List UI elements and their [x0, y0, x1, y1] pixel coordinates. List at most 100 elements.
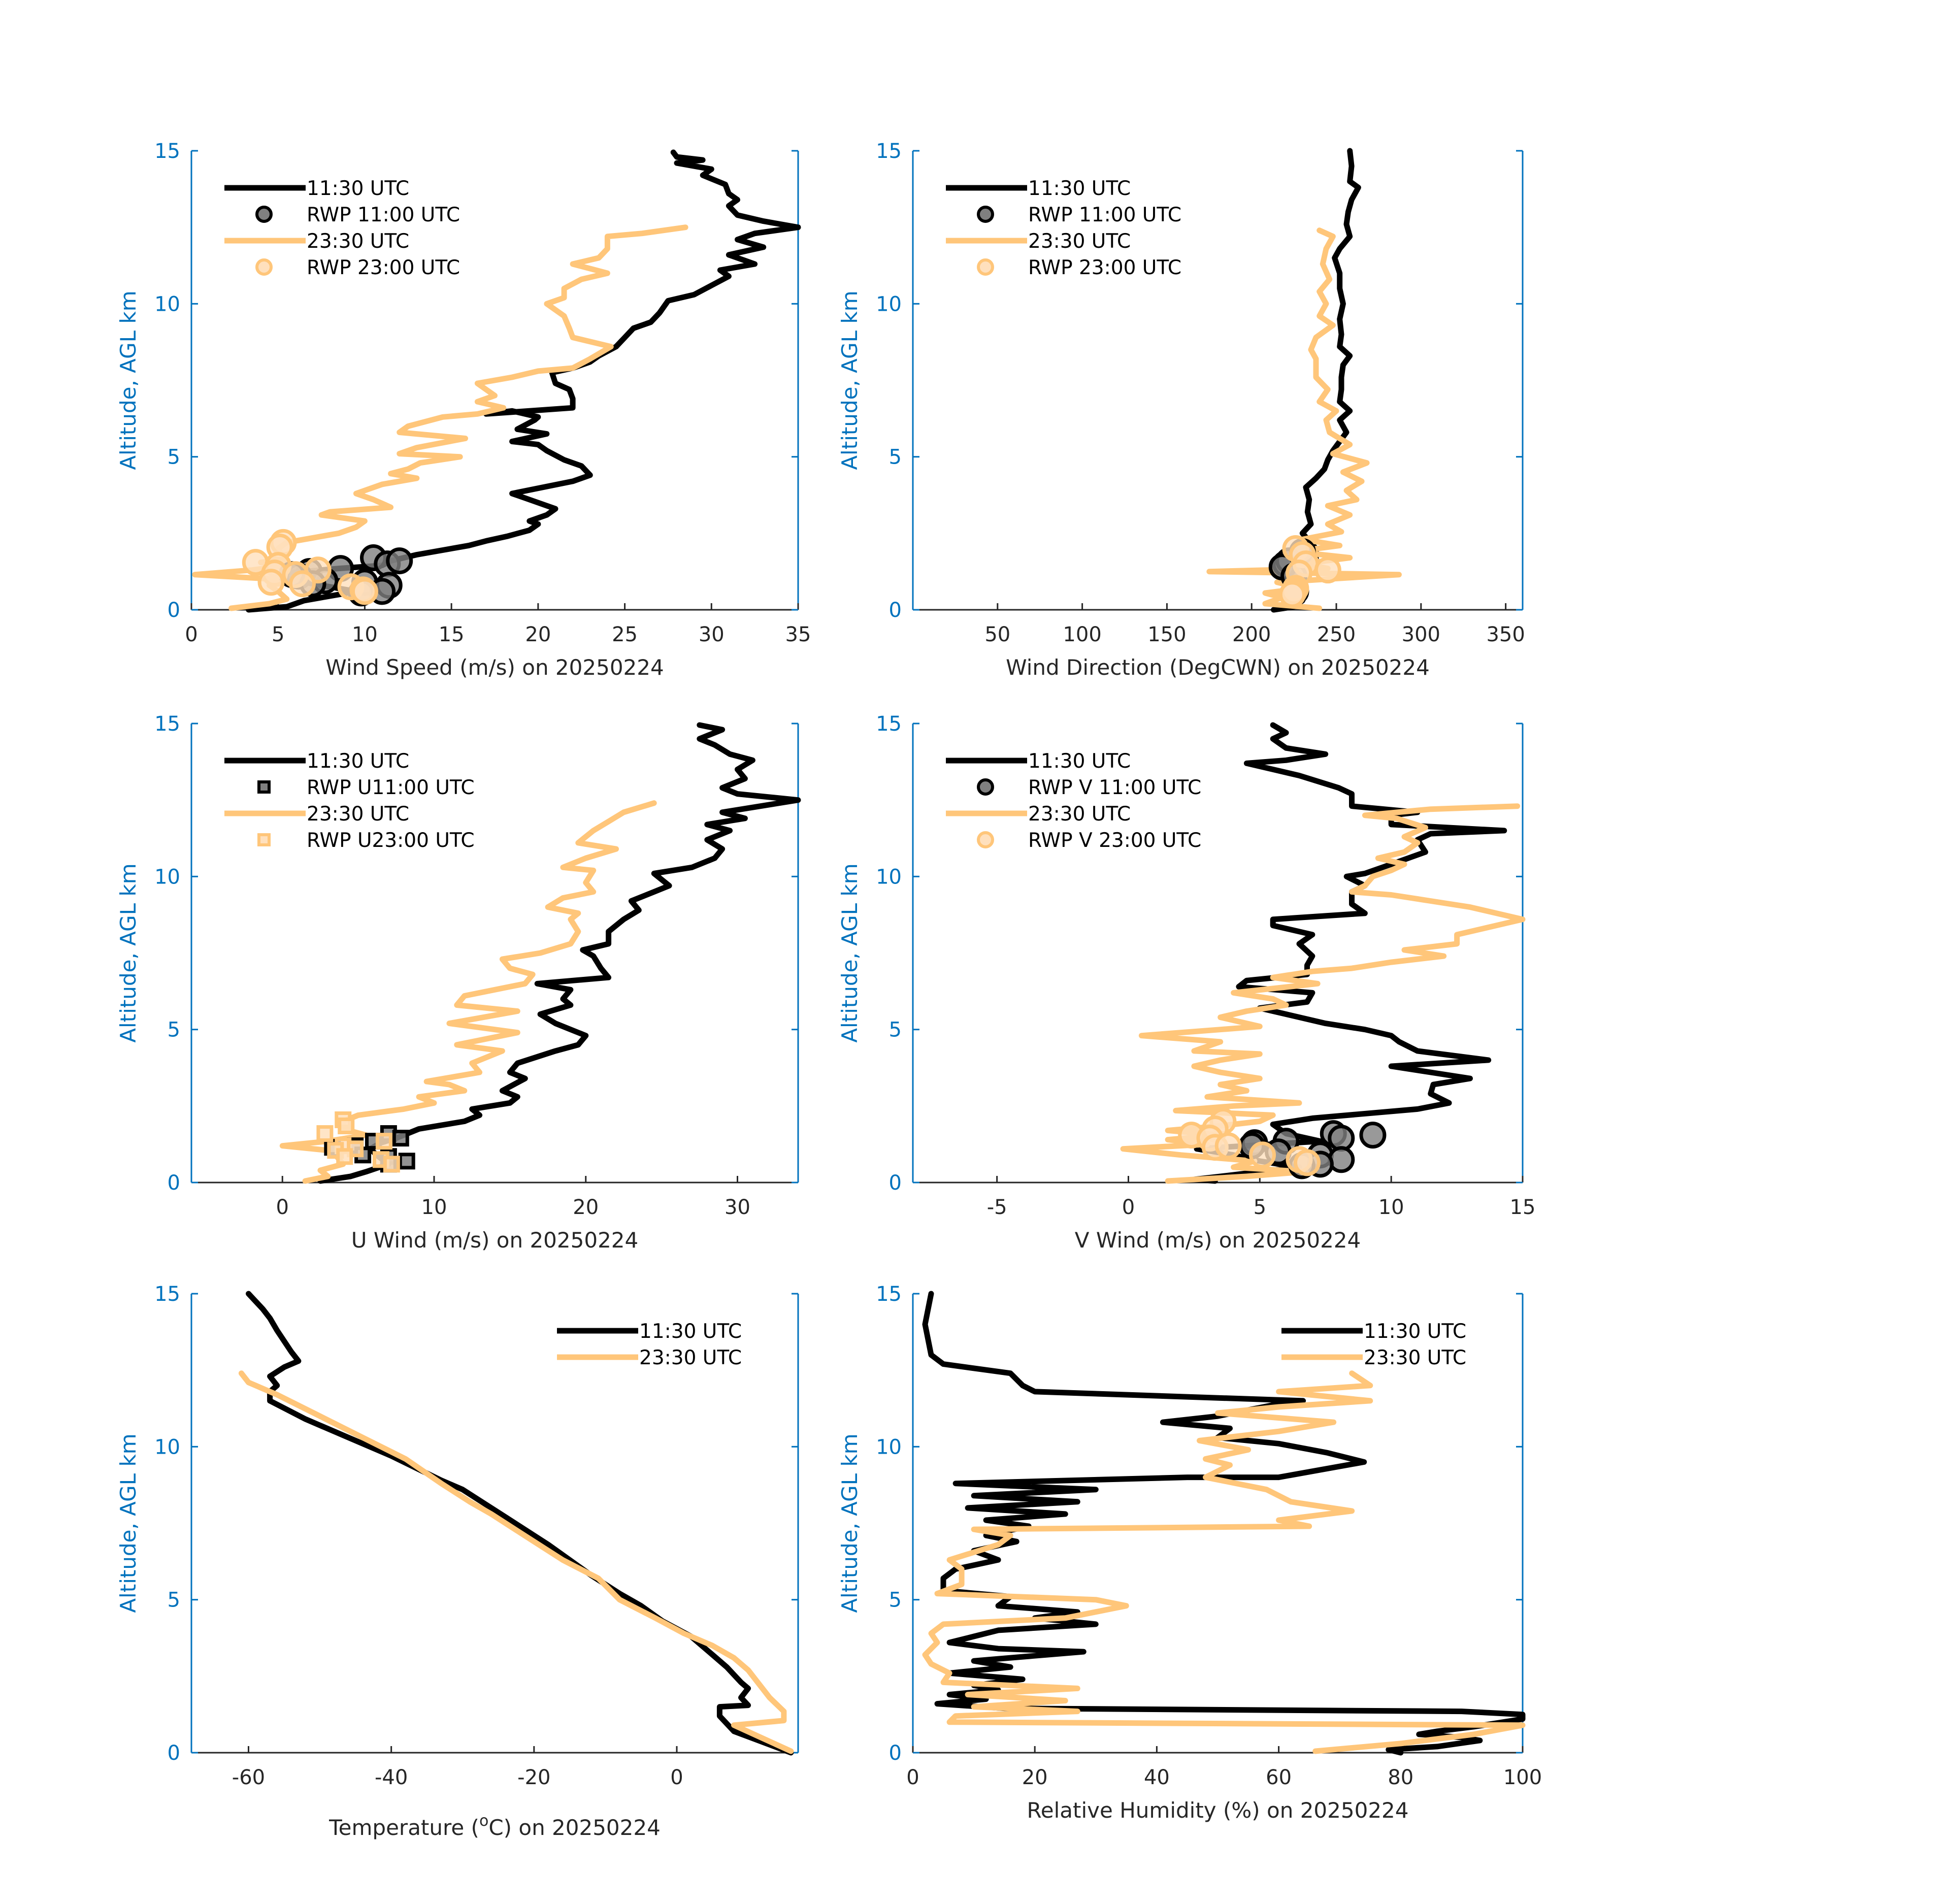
legend-item-r1100: RWP U11:00 UTC [257, 776, 475, 799]
y-axis-label: Altitude, AGL km [837, 863, 862, 1042]
x-tick-label: 0 [1122, 1196, 1135, 1219]
panel-v-wind: -5 0 5 10 15 0 5 10 15 V Wind (m/s) on 20250224 Al… [837, 712, 1535, 1253]
y-axis-label: Altitude, AGL km [837, 1433, 862, 1613]
series-line-s1130 [246, 149, 801, 613]
y-tick-label: 10 [154, 865, 180, 889]
x-tick-label: 100 [1503, 1766, 1542, 1789]
legend-circle-marker [977, 258, 994, 276]
legend-label: RWP 23:00 UTC [1028, 256, 1181, 279]
legend-label: RWP U23:00 UTC [307, 829, 475, 852]
panel-relative-humidity: 0 20 40 60 80 100 0 5 10 15 Relative Humidity (%) … [837, 1283, 1542, 1823]
legend: 11:30 UTC RWP U11:00 UTC 23:30 UTC RWP U23:… [224, 750, 475, 852]
x-tick-label: 10 [1378, 1196, 1404, 1219]
legend-label: RWP V 23:00 UTC [1028, 829, 1201, 852]
y-axis-label: Altitude, AGL km [116, 1433, 141, 1613]
x-tick-label: 10 [352, 623, 378, 646]
plot-area [192, 149, 801, 613]
x-tick-label: 35 [785, 623, 811, 646]
x-tick-label: 150 [1147, 623, 1186, 646]
plot-area [922, 1291, 1526, 1756]
legend-label: 11:30 UTC [1028, 177, 1131, 200]
legend-label: 23:30 UTC [307, 230, 409, 253]
x-tick-label: 5 [272, 623, 284, 646]
x-tick-label: 350 [1486, 623, 1525, 646]
y-tick-label: 10 [876, 292, 902, 316]
y-axis-label: Altitude, AGL km [116, 290, 141, 470]
x-tick-label: 30 [699, 623, 725, 646]
panel-temperature: -60 -40 -20 0 0 5 10 15 Temperature (oC) on 2025… [116, 1283, 799, 1840]
y-tick-label: 0 [889, 599, 902, 622]
x-axis-label: Wind Direction (DegCWN) on 20250224 [1006, 655, 1430, 680]
legend-label: 23:30 UTC [1028, 803, 1131, 826]
y-tick-label: 5 [889, 446, 902, 469]
legend-label: RWP 11:00 UTC [307, 204, 460, 226]
legend-label: 11:30 UTC [307, 177, 409, 200]
data-point-r1100 [398, 1153, 415, 1170]
y-tick-label: 5 [889, 1019, 902, 1042]
data-point-r2300 [1214, 1132, 1242, 1160]
legend-label: 23:30 UTC [639, 1347, 742, 1369]
legend-label: 11:30 UTC [1364, 1320, 1466, 1343]
data-point-r2300 [1278, 581, 1306, 608]
data-point-r2300 [338, 1118, 355, 1135]
x-tick-label: -40 [375, 1766, 408, 1789]
legend-item-s2330: 23:30 UTC [1281, 1347, 1466, 1369]
x-tick-label: 0 [276, 1196, 289, 1219]
x-axis-label: U Wind (m/s) on 20250224 [351, 1228, 639, 1253]
y-tick-label: 15 [876, 712, 902, 736]
data-point-r2300 [316, 1125, 334, 1142]
legend-item-s1130: 11:30 UTC [224, 177, 409, 200]
y-tick-label: 5 [168, 1589, 180, 1612]
legend: 11:30 UTC 23:30 UTC [1281, 1320, 1466, 1369]
y-tick-label: 10 [876, 865, 902, 889]
legend-label: 23:30 UTC [1364, 1347, 1466, 1369]
legend-label: 23:30 UTC [1028, 230, 1131, 253]
legend-circle-marker [255, 258, 273, 276]
data-point-r2300 [1294, 1149, 1321, 1176]
x-tick-label: 250 [1317, 623, 1356, 646]
x-axis-label: Wind Speed (m/s) on 20250224 [325, 655, 664, 680]
legend-label: RWP 23:00 UTC [307, 256, 460, 279]
y-tick-label: 5 [889, 1589, 902, 1612]
x-tick-label: -20 [517, 1766, 550, 1789]
series-line-s2330 [238, 1370, 794, 1754]
data-point-r2300 [257, 569, 285, 596]
x-axis-label: Relative Humidity (%) on 20250224 [1027, 1798, 1409, 1823]
y-tick-label: 15 [876, 140, 902, 163]
data-point-r2300 [375, 1133, 392, 1150]
panel-u-wind: 0 10 20 30 0 5 10 15 U Wind (m/s) on 20250224 Alt… [116, 712, 801, 1253]
x-tick-label: 5 [1254, 1196, 1266, 1219]
legend-label: RWP U11:00 UTC [307, 776, 475, 799]
x-tick-label: 0 [670, 1766, 683, 1789]
y-axis-label: Altitude, AGL km [837, 290, 862, 470]
legend-item-r1100: RWP V 11:00 UTC [977, 776, 1201, 799]
plot-area [238, 1291, 794, 1756]
panel-wind-direction: 50 100 150 200 250 300 350 0 5 10 15 Wind Direction… [837, 140, 1525, 680]
series-line-s2330 [1206, 227, 1402, 611]
data-point-r2300 [383, 1156, 400, 1173]
legend-item-r1100: RWP 11:00 UTC [255, 204, 460, 226]
data-point-r1100 [1359, 1122, 1387, 1149]
legend-item-r2300: RWP 23:00 UTC [255, 256, 460, 279]
legend-item-s2330: 23:30 UTC [557, 1347, 742, 1369]
legend-item-s1130: 11:30 UTC [946, 177, 1131, 200]
legend-circle-marker [977, 831, 994, 848]
series-line-s1130 [317, 722, 801, 1184]
y-tick-label: 15 [154, 712, 180, 736]
x-tick-label: 300 [1402, 623, 1440, 646]
legend-label: RWP V 11:00 UTC [1028, 776, 1201, 799]
legend-square-marker [257, 780, 271, 794]
x-tick-label: 20 [573, 1196, 599, 1219]
y-tick-label: 10 [876, 1435, 902, 1459]
y-axis-label: Altitude, AGL km [116, 863, 141, 1042]
x-tick-label: 20 [525, 623, 551, 646]
x-axis-label: Temperature (oC) on 20250224 [328, 1812, 661, 1840]
plot-area [279, 722, 801, 1184]
x-tick-label: 50 [984, 623, 1010, 646]
y-tick-label: 0 [168, 1171, 180, 1195]
x-tick-label: 100 [1063, 623, 1101, 646]
legend-label: 23:30 UTC [307, 803, 409, 826]
legend-label: 11:30 UTC [639, 1320, 742, 1343]
